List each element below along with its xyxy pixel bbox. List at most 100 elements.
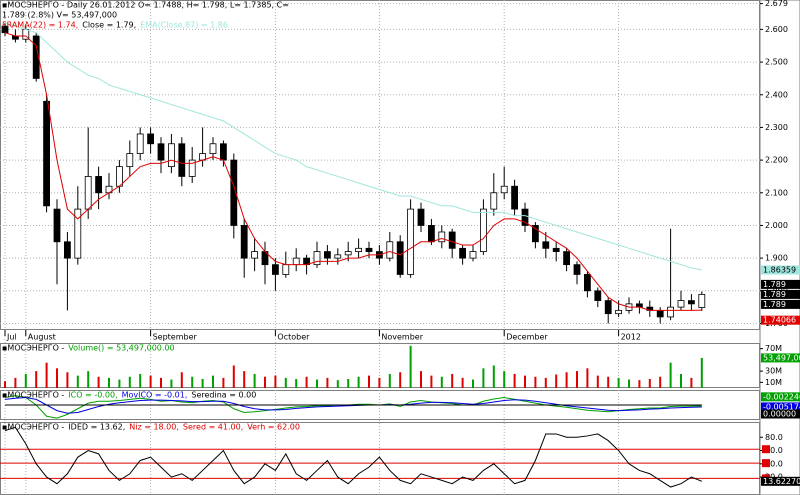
volume-bar	[378, 377, 381, 388]
y-tick-label: 2.100	[765, 188, 788, 197]
volume-bar	[118, 379, 121, 388]
value-box	[761, 299, 800, 309]
indicator-line	[4, 22, 702, 271]
y-tick-label: 60.0	[765, 446, 783, 455]
candle-body	[396, 241, 404, 275]
y-tick-label: 2.000	[765, 221, 788, 230]
volume-bar	[586, 368, 589, 388]
volume-bar	[222, 377, 225, 388]
volume-bar	[284, 377, 287, 388]
candle-body	[344, 251, 352, 256]
candle-body	[240, 225, 248, 259]
volume-bar	[451, 373, 454, 388]
volume-bar	[128, 376, 131, 388]
volume-bar	[503, 371, 506, 388]
volume-bar	[544, 377, 547, 388]
value-box	[761, 265, 800, 275]
x-tick-label: August	[28, 333, 56, 342]
value-box-label: 13.62270	[763, 477, 800, 486]
y-tick-label: 2.200	[765, 156, 788, 165]
volume-bar	[596, 375, 599, 388]
volume-bar	[295, 379, 298, 388]
level-marker	[762, 445, 770, 454]
volume-bar	[149, 375, 152, 388]
candle-body	[479, 208, 487, 252]
candle-body	[511, 185, 519, 210]
candle-body	[84, 176, 92, 210]
candle-body	[490, 192, 498, 210]
value-box	[761, 402, 800, 412]
volume-bar	[492, 365, 495, 388]
volume-bar	[690, 377, 693, 388]
volume-bar	[243, 371, 246, 388]
volume-bar	[524, 375, 526, 388]
x-tick-label: November	[381, 333, 423, 342]
candle-body	[64, 241, 71, 259]
candle-body	[386, 241, 394, 259]
candle-body	[126, 153, 134, 168]
volume-bar	[191, 376, 194, 388]
y-tick-label: 40.0	[765, 459, 783, 468]
candle-body	[323, 251, 331, 259]
volume-bar	[232, 365, 235, 388]
value-box-label: 0.00000	[763, 410, 796, 419]
volume-bar	[440, 376, 443, 388]
candle-body	[500, 185, 508, 194]
x-tick-label: Jul	[6, 333, 17, 342]
value-box-label: 1.789	[763, 290, 786, 299]
indicator-line	[4, 32, 702, 311]
candle-body	[230, 159, 238, 226]
volume-bar	[76, 375, 79, 388]
legend-text: Verh = 62.00	[247, 423, 300, 432]
value-box-label: 1.789	[763, 280, 786, 289]
y-tick-label: 10M	[765, 378, 782, 387]
candle-body	[334, 254, 342, 259]
value-box-label: 1.789	[763, 300, 786, 309]
volume-bar	[628, 379, 630, 388]
volume-bar	[357, 376, 360, 388]
volume-bar	[680, 373, 682, 388]
candle-body	[407, 208, 415, 275]
value-box	[761, 392, 800, 402]
legend-text: ▪МОСЭНЕРГО - Daily 26.01.2012 O= 1.7488,…	[2, 1, 289, 10]
volume-bar	[305, 376, 308, 388]
y-tick-label: 2.500	[765, 58, 788, 67]
volume-bar	[388, 373, 391, 388]
volume-bar	[555, 374, 558, 388]
candle-body	[563, 251, 570, 266]
y-tick-label: 80.0	[765, 433, 783, 442]
candle-body	[209, 143, 217, 154]
volume-bar	[659, 376, 662, 388]
value-box	[761, 476, 800, 486]
volume-bar	[264, 376, 266, 388]
value-box	[761, 289, 800, 299]
candle-body	[656, 309, 664, 318]
volume-bar	[56, 368, 58, 388]
candle-body	[219, 143, 227, 161]
volume-bar	[160, 377, 162, 388]
candle-body	[178, 143, 186, 177]
candle-body	[251, 251, 259, 259]
candle-body	[417, 208, 425, 226]
candle-body	[615, 309, 622, 315]
candle-body	[667, 306, 674, 318]
volume-bar	[139, 373, 142, 388]
legend-text: ▪МОСЭНЕРГО -	[2, 423, 64, 432]
volume-bar	[409, 345, 412, 388]
volume-bar	[24, 373, 27, 388]
volume-bar	[482, 368, 485, 388]
candle-body	[698, 293, 706, 308]
candle-body	[167, 143, 175, 168]
legend-text: Seredina = 0.00	[191, 391, 256, 400]
volume-bar	[513, 373, 516, 388]
candle-body	[365, 247, 373, 252]
legend-text: Volume() = 53,497,000.00	[68, 344, 174, 353]
legend-text: ▪МОСЭНЕРГО -	[2, 344, 64, 353]
oscillator-line	[4, 426, 702, 488]
value-box-label: 53,497,000	[763, 353, 800, 362]
value-box	[761, 279, 800, 289]
value-box-label: 1.86359	[763, 266, 796, 275]
volume-bar	[534, 376, 537, 388]
candle-body	[604, 300, 612, 315]
